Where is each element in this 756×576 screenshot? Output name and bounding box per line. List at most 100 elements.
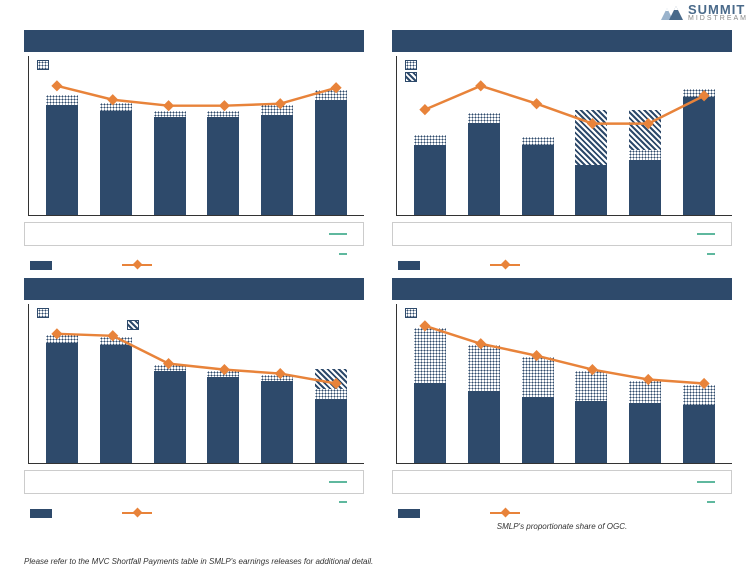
chart-area — [28, 304, 364, 464]
caption-green-dash — [339, 253, 347, 255]
bar-segment-dotted — [46, 95, 78, 105]
chart-legend-top — [37, 60, 49, 70]
bar-segment-dotted — [315, 90, 347, 100]
bar-segment-solid — [207, 117, 239, 215]
bar — [100, 103, 132, 215]
caption-green-line — [329, 233, 347, 235]
bar — [683, 385, 715, 463]
bar — [468, 113, 500, 215]
chart-panel: SMLP's proportionate share of OGC. — [392, 278, 732, 531]
caption-box — [24, 470, 364, 494]
bar — [46, 95, 78, 215]
panel-title-bar — [392, 278, 732, 300]
chart-area — [28, 56, 364, 216]
panel-title-bar — [392, 30, 732, 52]
chart-panel — [392, 30, 732, 270]
bar-segment-dotted — [414, 328, 446, 383]
bar-segment-dotted — [629, 381, 661, 403]
bar — [468, 345, 500, 463]
legend-swatch-solid — [398, 509, 420, 518]
bar — [100, 337, 132, 463]
bar — [414, 328, 446, 463]
bar-segment-solid — [414, 145, 446, 215]
footnote-right: SMLP's proportionate share of OGC. — [392, 522, 732, 531]
bar-segment-dotted — [46, 335, 78, 343]
bar-segment-dotted — [629, 150, 661, 160]
bar — [154, 111, 186, 215]
bar-segment-hatch — [315, 369, 347, 389]
chart-panel — [24, 30, 364, 270]
legend-line-swatch — [122, 260, 152, 270]
legend-swatch-dotted — [37, 308, 49, 318]
legend-swatch-dotted — [37, 60, 49, 70]
bar-segment-solid — [468, 123, 500, 215]
legend-swatch-hatch — [127, 320, 139, 330]
caption-green-line — [697, 481, 715, 483]
footnote-left: Please refer to the MVC Shortfall Paymen… — [24, 557, 373, 566]
bar-segment-dotted — [522, 357, 554, 397]
legend-swatch-hatch — [405, 72, 417, 82]
bar-segment-solid — [100, 111, 132, 215]
bar-segment-dotted — [683, 385, 715, 405]
bottom-legend — [24, 260, 364, 270]
bottom-legend — [24, 508, 364, 518]
bar — [522, 357, 554, 463]
caption-green-line — [329, 481, 347, 483]
bar — [414, 135, 446, 215]
panel-title-bar — [24, 30, 364, 52]
chart-area — [396, 56, 732, 216]
legend-swatch-dotted — [405, 60, 417, 70]
panel-title-bar — [24, 278, 364, 300]
bar-segment-dotted — [468, 113, 500, 123]
caption-green-line — [697, 233, 715, 235]
bar — [315, 369, 347, 463]
chart-legend-top — [405, 60, 417, 82]
legend-line-swatch — [490, 508, 520, 518]
bar-segment-solid — [154, 117, 186, 215]
bar-segment-solid — [315, 399, 347, 463]
bar-segment-dotted — [414, 135, 446, 145]
bar-segment-solid — [575, 401, 607, 463]
bottom-legend — [392, 260, 732, 270]
legend-swatch-dotted — [405, 308, 417, 318]
bar — [629, 381, 661, 463]
bar-segment-dotted — [468, 345, 500, 391]
mountain-icon — [659, 4, 685, 22]
chart-legend-top — [37, 308, 139, 330]
legend-swatch-solid — [30, 261, 52, 270]
logo-midstream-text: MIDSTREAM — [688, 16, 748, 22]
bar-segment-dotted — [683, 89, 715, 97]
bar — [46, 335, 78, 463]
caption-green-dash — [707, 253, 715, 255]
logo-summit-text: SUMMIT — [688, 4, 748, 16]
bar — [261, 105, 293, 215]
bar-segment-solid — [683, 97, 715, 215]
bars-container — [397, 304, 732, 463]
bar — [315, 90, 347, 215]
caption-box — [24, 222, 364, 246]
bar-segment-solid — [414, 383, 446, 463]
bar-segment-solid — [46, 343, 78, 463]
bar-segment-hatch — [629, 110, 661, 150]
bars-container — [397, 56, 732, 215]
bar-segment-dotted — [100, 337, 132, 345]
bar-segment-solid — [522, 397, 554, 463]
bar-segment-solid — [261, 381, 293, 463]
bar — [154, 365, 186, 463]
bar-segment-solid — [154, 371, 186, 463]
bar-segment-dotted — [261, 105, 293, 115]
bar-segment-dotted — [522, 137, 554, 145]
bar — [575, 110, 607, 215]
bar — [575, 371, 607, 463]
bar-segment-solid — [683, 405, 715, 463]
bar — [207, 111, 239, 215]
bars-container — [29, 56, 364, 215]
bar-segment-solid — [261, 115, 293, 215]
legend-line-swatch — [122, 508, 152, 518]
bar-segment-solid — [207, 377, 239, 463]
bar-segment-solid — [629, 403, 661, 463]
bar-segment-dotted — [315, 389, 347, 399]
bar — [683, 89, 715, 215]
chart-area — [396, 304, 732, 464]
chart-legend-top — [405, 308, 417, 318]
